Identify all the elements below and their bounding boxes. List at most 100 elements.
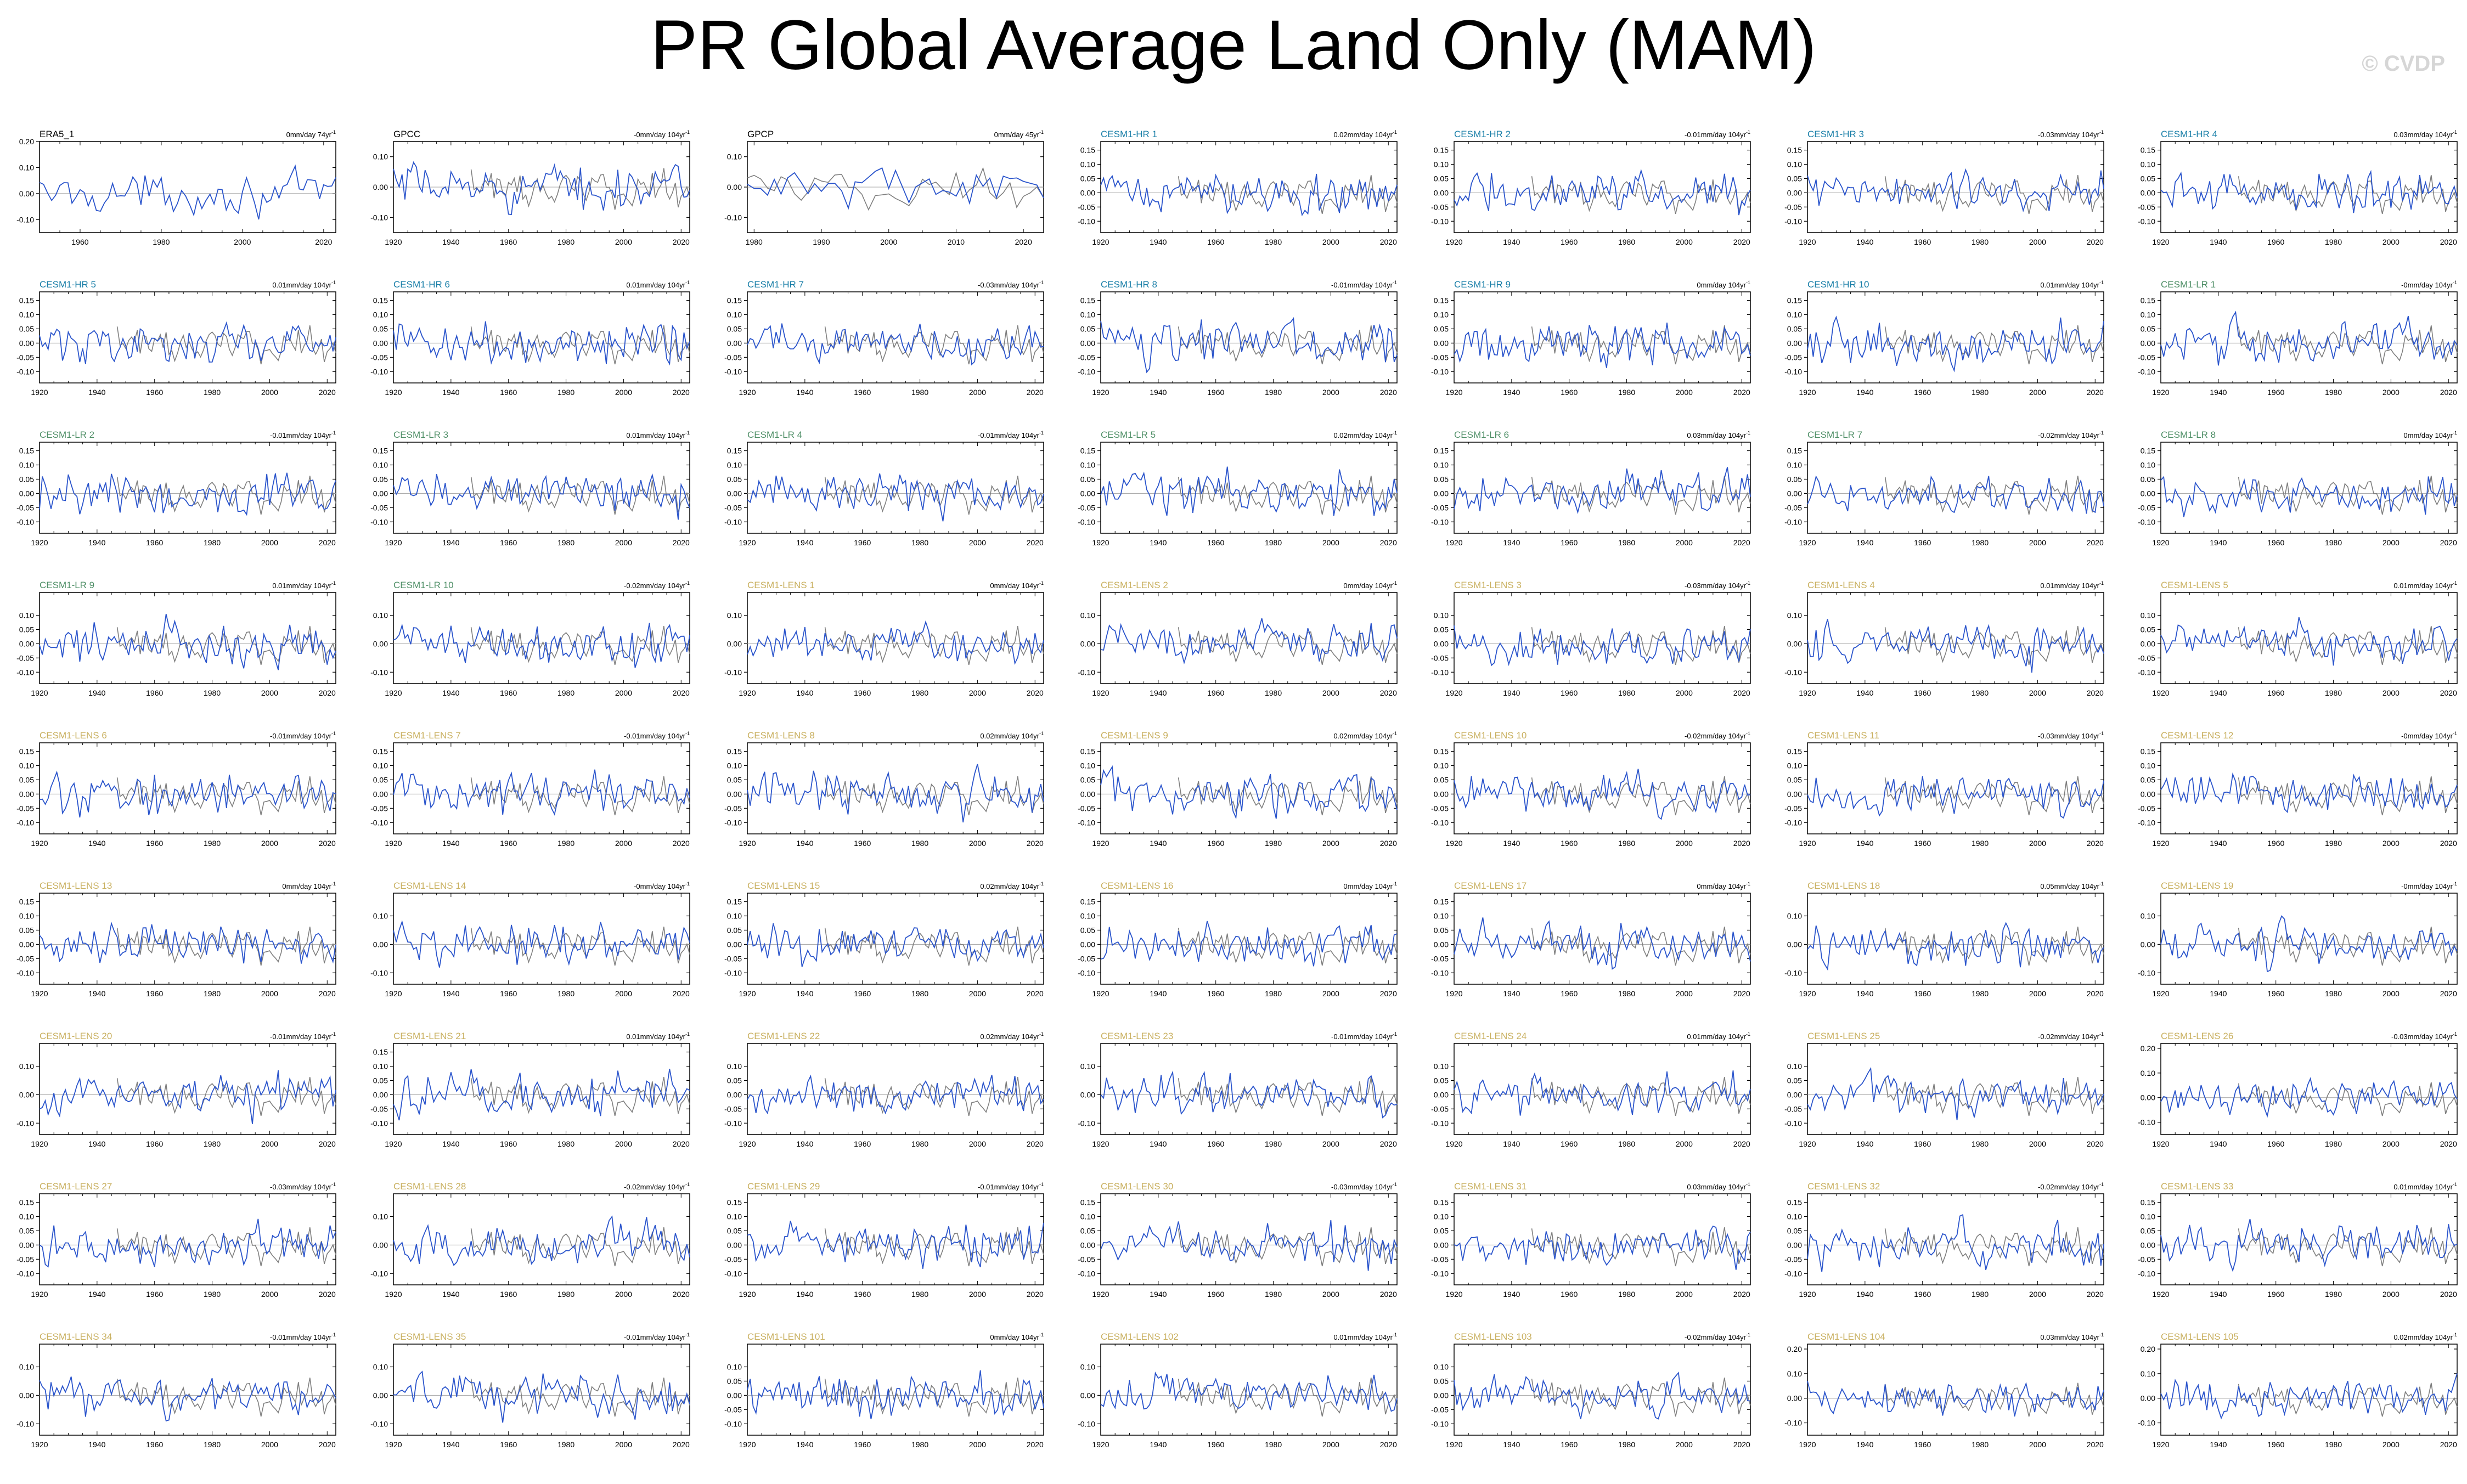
y-tick-label: 0.05 — [2141, 174, 2155, 183]
x-tick-label: 1980 — [1618, 839, 1635, 848]
panel-cesm1-lens-34: CESM1-LENS 34 -0.01mm/day 104yr-1 -0.10 0.0… — [16, 1331, 336, 1449]
y-tick-label: -0.10 — [2138, 1269, 2155, 1278]
x-tick-label: 1980 — [557, 1290, 574, 1299]
obs-series-line — [470, 476, 690, 515]
x-tick-label: 1920 — [1445, 689, 1462, 697]
y-tick-label: -0.05 — [2138, 804, 2155, 812]
obs-series-line — [1531, 626, 1751, 665]
plot-frame — [39, 1344, 336, 1436]
x-tick-label: 2020 — [1027, 989, 1044, 998]
model-series-line — [747, 1370, 1044, 1419]
y-tick-label: 0.00 — [1787, 789, 1802, 798]
model-series-line — [2160, 1218, 2458, 1272]
y-tick-label: 0.10 — [373, 1212, 388, 1221]
y-tick-label: -0.05 — [1431, 1104, 1449, 1113]
model-series-line — [1807, 1214, 2104, 1272]
x-tick-label: 1980 — [1265, 538, 1282, 547]
model-series-line — [1807, 1380, 2104, 1417]
y-tick-label: 0.05 — [1434, 475, 1449, 483]
panel-cesm1-lr-8: CESM1-LR 8 0mm/day 104yr-1 -0.10 -0.05 0.00 0… — [2138, 430, 2458, 547]
y-tick-label: 0.00 — [1787, 1240, 1802, 1249]
y-tick-label: 0.00 — [2141, 188, 2155, 197]
x-tick-label: 2000 — [2382, 238, 2400, 246]
model-series-line — [1454, 625, 1751, 667]
trend-label: 0.01mm/day 104yr-1 — [1333, 1332, 1397, 1341]
x-tick-label: 2020 — [2440, 538, 2457, 547]
y-tick-label: 0.15 — [1080, 898, 1095, 906]
trend-label: 0.02mm/day 104yr-1 — [980, 731, 1044, 740]
panel-cesm1-hr-3: CESM1-HR 3 -0.03mm/day 104yr-1 -0.10 -0.05 0… — [1784, 129, 2104, 246]
x-tick-label: 2000 — [969, 989, 986, 998]
x-tick-label: 2020 — [1027, 839, 1044, 848]
x-tick-label: 2000 — [969, 839, 986, 848]
y-tick-label: 0.05 — [727, 1226, 742, 1235]
trend-label: 0.01mm/day 104yr-1 — [2040, 280, 2104, 289]
x-tick-label: 1920 — [739, 1440, 756, 1449]
obs-series-line — [470, 1227, 690, 1267]
x-tick-label: 2000 — [615, 989, 632, 998]
x-tick-label: 1940 — [2210, 689, 2227, 697]
obs-series-line — [470, 927, 690, 966]
obs-series-line — [1178, 776, 1398, 816]
x-tick-label: 1980 — [2325, 388, 2342, 397]
y-tick-label: 0.05 — [373, 1076, 388, 1085]
x-tick-label: 1980 — [557, 989, 574, 998]
y-tick-label: 0.05 — [1787, 775, 1802, 784]
y-tick-label: 0.00 — [1787, 1090, 1802, 1099]
panel-title: CESM1-LENS 102 — [1101, 1331, 1179, 1342]
trend-label: -0.03mm/day 104yr-1 — [2038, 129, 2104, 139]
x-tick-label: 1980 — [911, 1139, 928, 1148]
plot-frame — [39, 141, 336, 233]
x-tick-label: 2000 — [969, 1139, 986, 1148]
y-tick-label: 0.00 — [19, 489, 34, 498]
y-tick-label: -0.05 — [1431, 804, 1449, 812]
y-tick-label: -0.10 — [1784, 1119, 1802, 1127]
obs-series-line — [470, 1378, 690, 1417]
panel-title: CESM1-HR 7 — [747, 279, 804, 290]
plot-frame — [1100, 742, 1398, 834]
x-tick-label: 1920 — [385, 1290, 402, 1299]
x-tick-label: 1940 — [1503, 1290, 1520, 1299]
x-tick-label: 2020 — [2087, 1139, 2104, 1148]
y-tick-label: -0.10 — [1431, 968, 1449, 977]
x-tick-label: 1920 — [1799, 989, 1816, 998]
x-tick-label: 2000 — [2029, 689, 2046, 697]
x-tick-label: 1940 — [1856, 538, 1873, 547]
y-tick-label: 0.10 — [1787, 1212, 1802, 1221]
panel-cesm1-lens-15: CESM1-LENS 15 0.02mm/day 104yr-1 -0.10 -0.0… — [724, 881, 1044, 998]
x-tick-label: 1960 — [1914, 538, 1931, 547]
plot-frame — [1807, 742, 2104, 834]
x-tick-label: 2000 — [2382, 1139, 2400, 1148]
panel-cesm1-lens-29: CESM1-LENS 29 -0.01mm/day 104yr-1 -0.10 -0.… — [724, 1181, 1044, 1299]
y-tick-label: 0.10 — [1434, 461, 1449, 470]
model-series-line — [1454, 1070, 1751, 1116]
x-tick-label: 1980 — [557, 1440, 574, 1449]
x-tick-label: 2000 — [880, 238, 897, 246]
y-tick-label: 0.00 — [1080, 489, 1095, 498]
y-tick-label: -0.10 — [1431, 818, 1449, 827]
x-tick-label: 1980 — [1265, 989, 1282, 998]
y-tick-label: 0.10 — [19, 163, 34, 172]
y-tick-label: -0.10 — [1784, 367, 1802, 376]
x-tick-label: 2000 — [261, 388, 278, 397]
panel-title: CESM1-LENS 16 — [1101, 881, 1173, 891]
panel-cesm1-lens-11: CESM1-LENS 11 -0.03mm/day 104yr-1 -0.10 -0.… — [1784, 730, 2104, 848]
model-series-line — [39, 1070, 336, 1124]
plot-frame — [2160, 1344, 2458, 1436]
panel-cesm1-lens-24: CESM1-LENS 24 0.01mm/day 104yr-1 -0.10 -0.0… — [1431, 1031, 1751, 1148]
model-series-line — [2160, 1373, 2458, 1420]
trend-label: -0mm/day 104yr-1 — [2401, 881, 2457, 890]
panel-cesm1-lr-9: CESM1-LR 9 0.01mm/day 104yr-1 -0.10 -0.05 0.… — [16, 580, 336, 697]
plot-frame — [2160, 592, 2458, 684]
x-tick-label: 2000 — [615, 839, 632, 848]
y-tick-label: 0.05 — [19, 475, 34, 483]
x-tick-label: 2000 — [1676, 839, 1693, 848]
x-tick-label: 2000 — [969, 1290, 986, 1299]
x-tick-label: 2020 — [315, 238, 332, 246]
x-tick-label: 1920 — [2152, 689, 2169, 697]
y-tick-label: -0.10 — [16, 1269, 34, 1278]
trend-label: -0.02mm/day 104yr-1 — [1685, 731, 1750, 740]
y-tick-label: -0.10 — [1078, 367, 1095, 376]
trend-label: 0.02mm/day 104yr-1 — [2393, 1332, 2457, 1341]
y-tick-label: -0.05 — [1431, 503, 1449, 512]
